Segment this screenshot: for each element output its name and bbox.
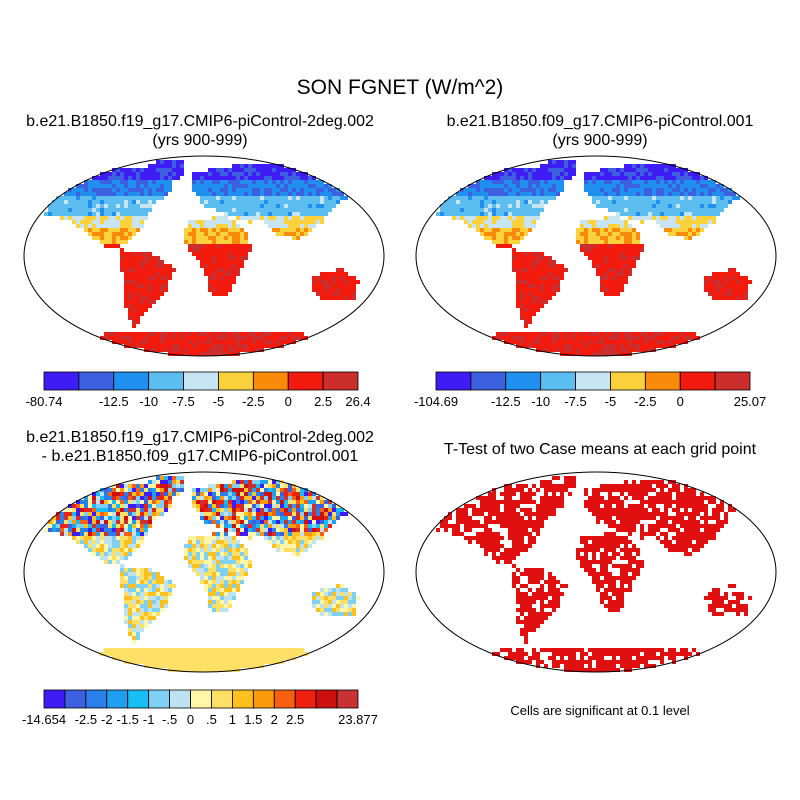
colorbar-panel-3: -14.654 -2.5 -2 -1.5 -1 -.5 0 .5 1 1.5 2 2.5 23.877	[22, 689, 378, 727]
map-border	[415, 155, 777, 357]
colorbar-tick-label: 0	[677, 394, 684, 409]
colorbar-box	[540, 371, 576, 391]
colorbar-box	[127, 689, 150, 709]
colorbar-tick-label: -2.5	[75, 712, 97, 727]
colorbar-box	[78, 371, 115, 391]
colorbar-tick-label: -2.5	[634, 394, 656, 409]
colorbar-box	[470, 371, 507, 391]
colorbar-box	[252, 371, 289, 391]
colorbar-box	[273, 689, 296, 709]
colorbar-panel-1: -80.74 -12.5 -10 -7.5 -5 -2.5 0 2.5 26.4	[26, 371, 371, 409]
colorbar-box	[218, 371, 254, 391]
colorbar-tick-label: 0	[187, 712, 194, 727]
colorbar-box	[575, 371, 611, 391]
panel-2-title-line1: b.e21.B1850.f09_g17.CMIP6-piControl.001	[446, 113, 754, 130]
colorbar-tick-label: 0	[285, 394, 292, 409]
map-panel-2	[415, 155, 777, 357]
colorbar-box	[85, 689, 108, 709]
colorbar-tick-label: -2	[101, 712, 113, 727]
colorbar-box	[679, 371, 716, 391]
panel-3-title-line1: b.e21.B1850.f19_g17.CMIP6-piControl-2deg…	[26, 429, 374, 446]
panel-4-title-line1: T-Test of two Case means at each grid po…	[443, 441, 757, 458]
colorbar-tick-label: -14.654	[22, 712, 66, 727]
figure-title: SON FGNET (W/m^2)	[296, 76, 504, 99]
map-grid-cells	[44, 160, 360, 356]
colorbar-box	[169, 689, 191, 709]
panel-1-title: b.e21.B1850.f19_g17.CMIP6-piControl-2deg…	[0, 112, 400, 150]
colorbar-tick-label: 2.5	[286, 712, 304, 727]
colorbar-box	[106, 689, 129, 709]
colorbar-box	[148, 371, 184, 391]
colorbar-box	[64, 689, 87, 709]
panel-3-title-line2: - b.e21.B1850.f09_g17.CMIP6-piControl.00…	[41, 448, 359, 465]
panel-1-title-line1: b.e21.B1850.f19_g17.CMIP6-piControl-2deg…	[26, 113, 374, 130]
colorbar-tick-label: -.5	[162, 712, 177, 727]
colorbar-tick-label: 2	[271, 712, 278, 727]
colorbar-box	[287, 371, 324, 391]
colorbar-tick-label: -7.5	[172, 394, 194, 409]
colorbar-box	[435, 371, 472, 391]
colorbar-tick-label: 26.4	[345, 394, 370, 409]
colorbar-box	[148, 689, 171, 709]
colorbar-box	[252, 689, 275, 709]
map-grid-cells	[436, 160, 752, 356]
map-border	[23, 471, 385, 673]
colorbar-box	[322, 371, 359, 391]
panel-3-title: b.e21.B1850.f19_g17.CMIP6-piControl-2deg…	[0, 428, 400, 466]
colorbar-box	[505, 371, 542, 391]
colorbar-tick-label: 1.5	[244, 712, 262, 727]
map-panel-4	[415, 471, 777, 673]
colorbar-tick-label: 23.877	[338, 712, 378, 727]
colorbar-tick-label: 25.07	[734, 394, 767, 409]
map-panel-3	[23, 471, 385, 673]
colorbar-box	[211, 689, 233, 709]
colorbar-box	[113, 371, 150, 391]
colorbar-box	[610, 371, 646, 391]
colorbar-box	[336, 689, 359, 709]
colorbar-box	[294, 689, 317, 709]
colorbar-tick-label: -7.5	[564, 394, 586, 409]
colorbar-box	[190, 689, 212, 709]
panel-1-title-line2: (yrs 900-999)	[152, 132, 248, 149]
map-panel-1	[23, 155, 385, 357]
colorbar-tick-label: -12.5	[99, 394, 129, 409]
colorbar-tick-label: 1	[229, 712, 236, 727]
colorbar-tick-label: -10	[531, 394, 550, 409]
map-border	[23, 155, 385, 357]
colorbar-tick-label: -10	[139, 394, 158, 409]
colorbar-tick-label: -80.74	[26, 394, 63, 409]
colorbar-box	[43, 371, 80, 391]
map-grid-cells	[44, 476, 360, 672]
colorbar-tick-label: -2.5	[242, 394, 264, 409]
colorbar-tick-label: -1	[143, 712, 155, 727]
map-border	[415, 471, 777, 673]
map-grid-cells	[436, 476, 752, 672]
colorbar-box	[43, 689, 66, 709]
colorbar-tick-label: -5	[213, 394, 225, 409]
panel-4-title: T-Test of two Case means at each grid po…	[400, 440, 800, 459]
colorbar-box	[714, 371, 751, 391]
colorbar-panel-2: -104.69 -12.5 -10 -7.5 -5 -2.5 0 25.07	[414, 371, 767, 409]
colorbar-tick-label: -104.69	[414, 394, 458, 409]
colorbar-tick-label: -5	[605, 394, 617, 409]
colorbar-box	[644, 371, 681, 391]
colorbar-tick-label: -1.5	[117, 712, 139, 727]
significance-note: Cells are significant at 0.1 level	[510, 703, 690, 718]
colorbar-box	[183, 371, 219, 391]
colorbar-tick-label: .5	[206, 712, 217, 727]
colorbar-tick-label: -12.5	[491, 394, 521, 409]
panel-2-title: b.e21.B1850.f09_g17.CMIP6-piControl.001 …	[400, 112, 800, 150]
colorbar-box	[231, 689, 254, 709]
colorbar-tick-label: 2.5	[314, 394, 332, 409]
colorbar-box	[315, 689, 338, 709]
panel-2-title-line2: (yrs 900-999)	[552, 132, 648, 149]
